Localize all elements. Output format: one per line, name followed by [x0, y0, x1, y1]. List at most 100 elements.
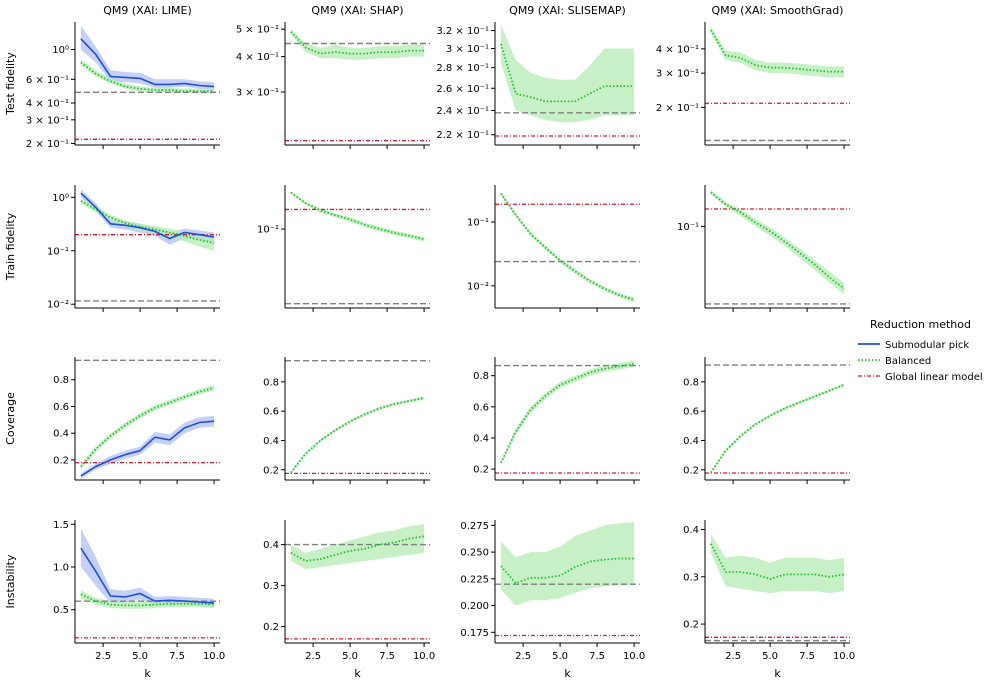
- y-tick-label: 10⁻¹: [257, 225, 279, 236]
- panel-1-3: 10⁻¹: [677, 185, 850, 312]
- panel-title: QM9 (XAI: SHAP): [311, 4, 403, 17]
- x-axis-label: k: [354, 667, 361, 680]
- y-tick-label: 0.175: [460, 628, 489, 639]
- x-tick-label: 10.0: [833, 651, 855, 662]
- x-tick-label: 7.5: [379, 651, 395, 662]
- series-balanced-line: [80, 593, 215, 607]
- panel-3-2: 0.175 0.200 0.225 0.250 0.275 2.5 5.0 7.5 10.0 k: [460, 520, 645, 680]
- y-tick-label: 0.2: [683, 465, 699, 476]
- panel-3-0: 0.5 1.0 1.5 2.5 5.0 7.5 10.0 Instability k: [4, 520, 225, 680]
- y-tick-label: 2.2 × 10⁻¹: [436, 130, 489, 141]
- y-tick-label: 3 × 10⁻¹: [446, 44, 489, 55]
- y-tick-label: 4 × 10⁻¹: [26, 99, 69, 110]
- y-tick-label: 0.2: [263, 465, 279, 476]
- y-tick-label: 0.8: [683, 377, 699, 388]
- panel-2-1: 0.2 0.4 0.6 0.8: [263, 357, 430, 484]
- series-balanced-line: [500, 363, 635, 464]
- x-tick-label: 5.0: [132, 651, 148, 662]
- y-tick-label: 0.2: [53, 455, 69, 466]
- y-tick-label: 4 × 10⁻¹: [236, 52, 279, 63]
- x-tick-label: 2.5: [95, 651, 111, 662]
- y-tick-label: 0.4: [473, 433, 489, 444]
- x-axis-label: k: [144, 667, 151, 680]
- y-tick-label: 2.4 × 10⁻¹: [436, 106, 489, 117]
- y-tick-label: 0.4: [683, 525, 699, 536]
- y-tick-label: 2.6 × 10⁻¹: [436, 84, 489, 95]
- y-tick-label: 0.6: [263, 407, 279, 418]
- legend: Reduction method Submodular pick Balance…: [858, 318, 983, 383]
- series-balanced-line: [710, 383, 845, 474]
- y-tick-label: 4 × 10⁻¹: [656, 44, 699, 55]
- x-tick-label: 2.5: [305, 651, 321, 662]
- panel-1-2: 10⁻² 10⁻¹: [467, 185, 640, 312]
- y-tick-label: 10⁰: [52, 45, 69, 56]
- series-balanced-line: [500, 192, 635, 301]
- band-balanced: [80, 385, 215, 470]
- y-tick-label: 0.4: [263, 436, 279, 447]
- series-balanced-line: [290, 397, 425, 474]
- y-tick-label: 10⁻¹: [677, 222, 699, 233]
- band-balanced: [290, 396, 425, 475]
- y-tick-label: 1.5: [53, 520, 69, 531]
- y-tick-label: 3 × 10⁻¹: [656, 69, 699, 80]
- y-tick-label: 0.4: [683, 436, 699, 447]
- panel-title: QM9 (XAI: LIME): [103, 4, 192, 17]
- y-tick-label: 10⁻¹: [467, 218, 489, 229]
- panel-0-3: 2 × 10⁻¹ 3 × 10⁻¹ 4 × 10⁻¹ QM9 (XAI: Smooth…: [656, 4, 850, 149]
- band-balanced: [710, 383, 845, 475]
- y-tick-label: 0.8: [263, 377, 279, 388]
- y-tick-label: 0.8: [473, 371, 489, 382]
- y-tick-label: 0.4: [53, 429, 69, 440]
- series-balanced-line: [80, 386, 215, 468]
- band-balanced: [290, 29, 425, 60]
- panel-2-0: 0.2 0.4 0.6 0.8 Coverage: [4, 357, 220, 484]
- band-balanced: [80, 198, 215, 251]
- x-tick-label: 10.0: [623, 651, 645, 662]
- x-tick-label: 5.0: [552, 651, 568, 662]
- y-tick-label: 1.0: [53, 562, 69, 573]
- y-tick-label: 10⁻¹: [47, 246, 69, 257]
- x-tick-label: 5.0: [342, 651, 358, 662]
- y-tick-label: 0.2: [263, 622, 279, 633]
- y-tick-label: 0.6: [53, 402, 69, 413]
- legend-label-balanced: Balanced: [885, 356, 931, 367]
- panel-3-3: 0.2 0.3 0.4 2.5 5.0 7.5 10.0 k: [683, 520, 855, 680]
- x-tick-label: 5.0: [762, 651, 778, 662]
- y-tick-label: 10⁻²: [467, 281, 489, 292]
- band-balanced: [710, 26, 845, 78]
- series-balanced-line: [500, 43, 635, 103]
- series-balanced-line: [710, 543, 845, 581]
- panel-title: QM9 (XAI: SLISEMAP): [509, 4, 626, 17]
- y-tick-label: 0.275: [460, 521, 489, 532]
- y-tick-label: 0.200: [460, 601, 489, 612]
- panel-0-1: 3 × 10⁻¹ 4 × 10⁻¹ 5 × 10⁻¹ QM9 (XAI: SHAP): [236, 4, 430, 149]
- band-balanced: [500, 24, 635, 123]
- legend-label-submodular: Submodular pick: [885, 340, 969, 351]
- y-tick-label: 3 × 10⁻¹: [26, 115, 69, 126]
- y-tick-label: 2 × 10⁻¹: [26, 139, 69, 150]
- y-tick-label: 0.3: [263, 581, 279, 592]
- panel-title: QM9 (XAI: SmoothGrad): [712, 4, 844, 17]
- band-balanced: [500, 360, 635, 465]
- panel-2-2: 0.2 0.4 0.6 0.8: [473, 357, 640, 484]
- y-tick-label: 2.8 × 10⁻¹: [436, 63, 489, 74]
- panel-3-1: 0.2 0.3 0.4 2.5 5.0 7.5 10.0 k: [263, 520, 435, 680]
- y-tick-label: 6 × 10⁻¹: [26, 75, 69, 86]
- x-tick-label: 10.0: [203, 651, 225, 662]
- band-balanced: [290, 524, 425, 570]
- x-tick-label: 7.5: [589, 651, 605, 662]
- band-balanced: [710, 534, 845, 594]
- y-axis-label: Test fidelity: [4, 52, 17, 116]
- y-axis-label: Coverage: [4, 392, 17, 445]
- x-tick-label: 7.5: [169, 651, 185, 662]
- y-tick-label: 5 × 10⁻¹: [236, 25, 279, 36]
- y-tick-label: 0.8: [53, 375, 69, 386]
- x-tick-label: 7.5: [799, 651, 815, 662]
- panel-0-0: 2 × 10⁻¹ 3 × 10⁻¹ 4 × 10⁻¹ 6 × 10⁻¹ 10⁰ QM9 (…: [4, 4, 220, 150]
- y-tick-label: 10⁰: [52, 193, 69, 204]
- x-axis-label: k: [564, 667, 571, 680]
- legend-title: Reduction method: [870, 318, 971, 331]
- series-submodular-line: [80, 547, 215, 604]
- series-submodular-line: [80, 420, 215, 477]
- y-tick-label: 0.6: [473, 402, 489, 413]
